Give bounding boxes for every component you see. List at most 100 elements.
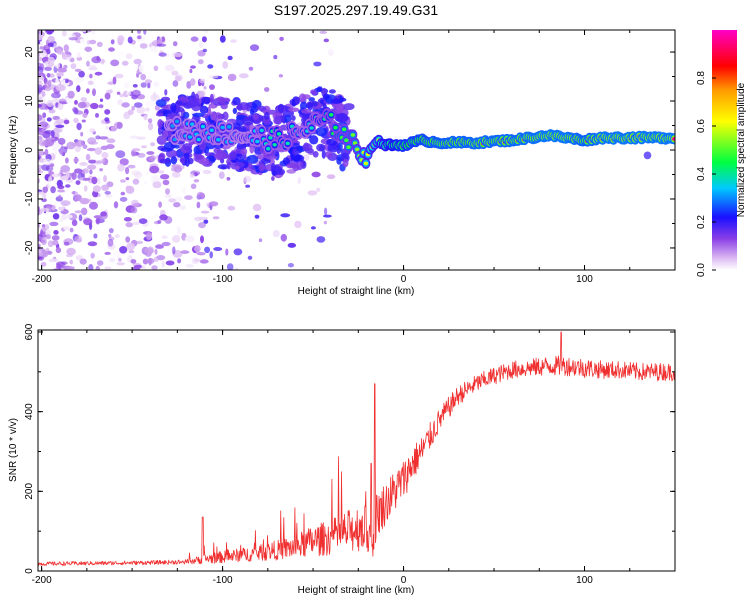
spectrogram-cell [189,78,196,86]
spectrogram-cell [143,30,147,35]
spectrogram-cell [44,148,49,156]
spectrogram-cell [142,258,149,265]
spectrogram-cell [74,68,82,72]
spectrogram-cell [233,248,243,256]
spectrogram-cell [45,30,55,34]
spectrogram-cell [315,127,328,137]
spectrogram-cell [119,196,128,202]
spectrogram-cell [110,125,118,132]
spectrogram-cell [264,111,270,120]
spectrogram-cell [264,87,270,92]
spectrogram-cell [38,46,47,50]
y-tick-label: 0 [24,568,35,574]
spectrogram-x-ticks: -200 -100 0 100 [32,30,676,285]
spectrogram-cell [99,98,104,102]
spectrogram-cell [59,218,64,223]
spectrogram-cell [82,112,88,118]
spectrogram-cells [38,30,652,270]
spectrogram-ridge-core [174,119,180,124]
spectrogram-cell [132,148,141,152]
spectrogram-cell [280,213,291,218]
spectrogram-cell [132,178,140,185]
spectrogram-cell [79,30,88,33]
spectrogram-cell [133,265,141,270]
colorbar-ticks: 0.0 0.2 0.4 0.6 0.8 [696,71,716,277]
spectrogram-cell [57,185,65,190]
spectrogram-cell [100,73,107,79]
spectrogram-ridge-core [196,137,201,142]
spectrogram-cell [310,226,316,230]
spectrogram-cell [89,222,93,230]
spectrogram-cell [161,261,165,268]
y-tick-label: -10 [24,191,35,206]
spectrogram-cell [96,41,103,48]
spectrogram-cell [65,184,71,188]
y-tick-label: -20 [24,240,35,255]
spectrogram-cell [104,266,112,270]
spectrogram-cell [51,235,60,241]
spectrogram-cell [125,53,133,60]
spectrogram-cell [38,251,43,257]
spectrogram-cell [48,258,59,263]
spectrogram-ridge [163,108,675,169]
spectrogram-cell [68,37,79,41]
spectrogram-cell [209,84,215,90]
spectrogram-cell [243,175,252,183]
spectrogram-cell [202,48,208,53]
spectrogram-cell [46,48,51,55]
spectrogram-ridge-core [333,125,338,130]
spectrogram-cell [159,214,168,221]
spectrogram-cell [38,114,43,121]
spectrogram-cell [43,158,52,166]
spectrogram-cell [116,262,126,266]
spectrogram-cell [242,116,254,126]
spectrogram-cell [201,96,211,104]
spectrogram-cell [330,98,342,104]
spectrogram-cell [50,186,56,194]
y-tick-label: 20 [24,46,35,58]
spectrogram-cell [67,90,75,99]
spectrogram-cell [117,99,123,106]
spectrogram-cell [216,150,228,160]
spectrogram-cell [194,168,204,172]
spectrogram-cell [115,51,126,57]
spectrogram-cell [54,62,61,69]
spectrogram-cell [237,144,245,150]
spectrogram-cell [49,221,59,227]
spectrogram-cell [140,82,147,88]
spectrogram-cell [80,38,85,44]
spectrogram-cell [138,64,145,73]
spectrogram-cell [38,206,41,213]
spectrogram-cell [108,47,115,52]
spectrogram-cell [172,235,181,243]
spectrogram-cell [104,109,111,115]
spectrogram-cell [164,89,168,96]
spectrogram-cell [86,147,96,152]
spectrogram-cell [240,147,248,156]
spectrogram-cell [52,213,60,220]
spectrogram-cell [86,60,90,67]
spectrogram-cell [85,47,91,53]
spectrogram-cell [123,217,132,222]
spectrogram-cell [86,164,97,170]
spectrogram-cell [222,61,228,69]
spectrogram-cell [172,41,178,47]
spectrogram-cell [90,252,95,259]
spectrogram-cell [196,252,206,256]
x-tick-label: 0 [401,274,407,285]
spectrogram-cell [299,101,308,111]
spectrogram-cell [161,241,171,247]
spectrogram-cell [126,242,135,251]
spectrogram-cell [125,177,130,181]
spectrogram-cell [42,224,46,228]
spectrogram-cell [78,214,83,222]
spectrogram-cell [74,194,82,202]
spectrogram-cell [78,70,85,78]
spectrogram-cell [83,185,88,192]
spectrogram-cell [153,65,159,72]
spectrogram-cell [174,144,180,149]
spectrogram-cell [184,195,193,201]
spectrogram-cell [105,125,109,130]
spectrogram-cell [316,236,326,243]
